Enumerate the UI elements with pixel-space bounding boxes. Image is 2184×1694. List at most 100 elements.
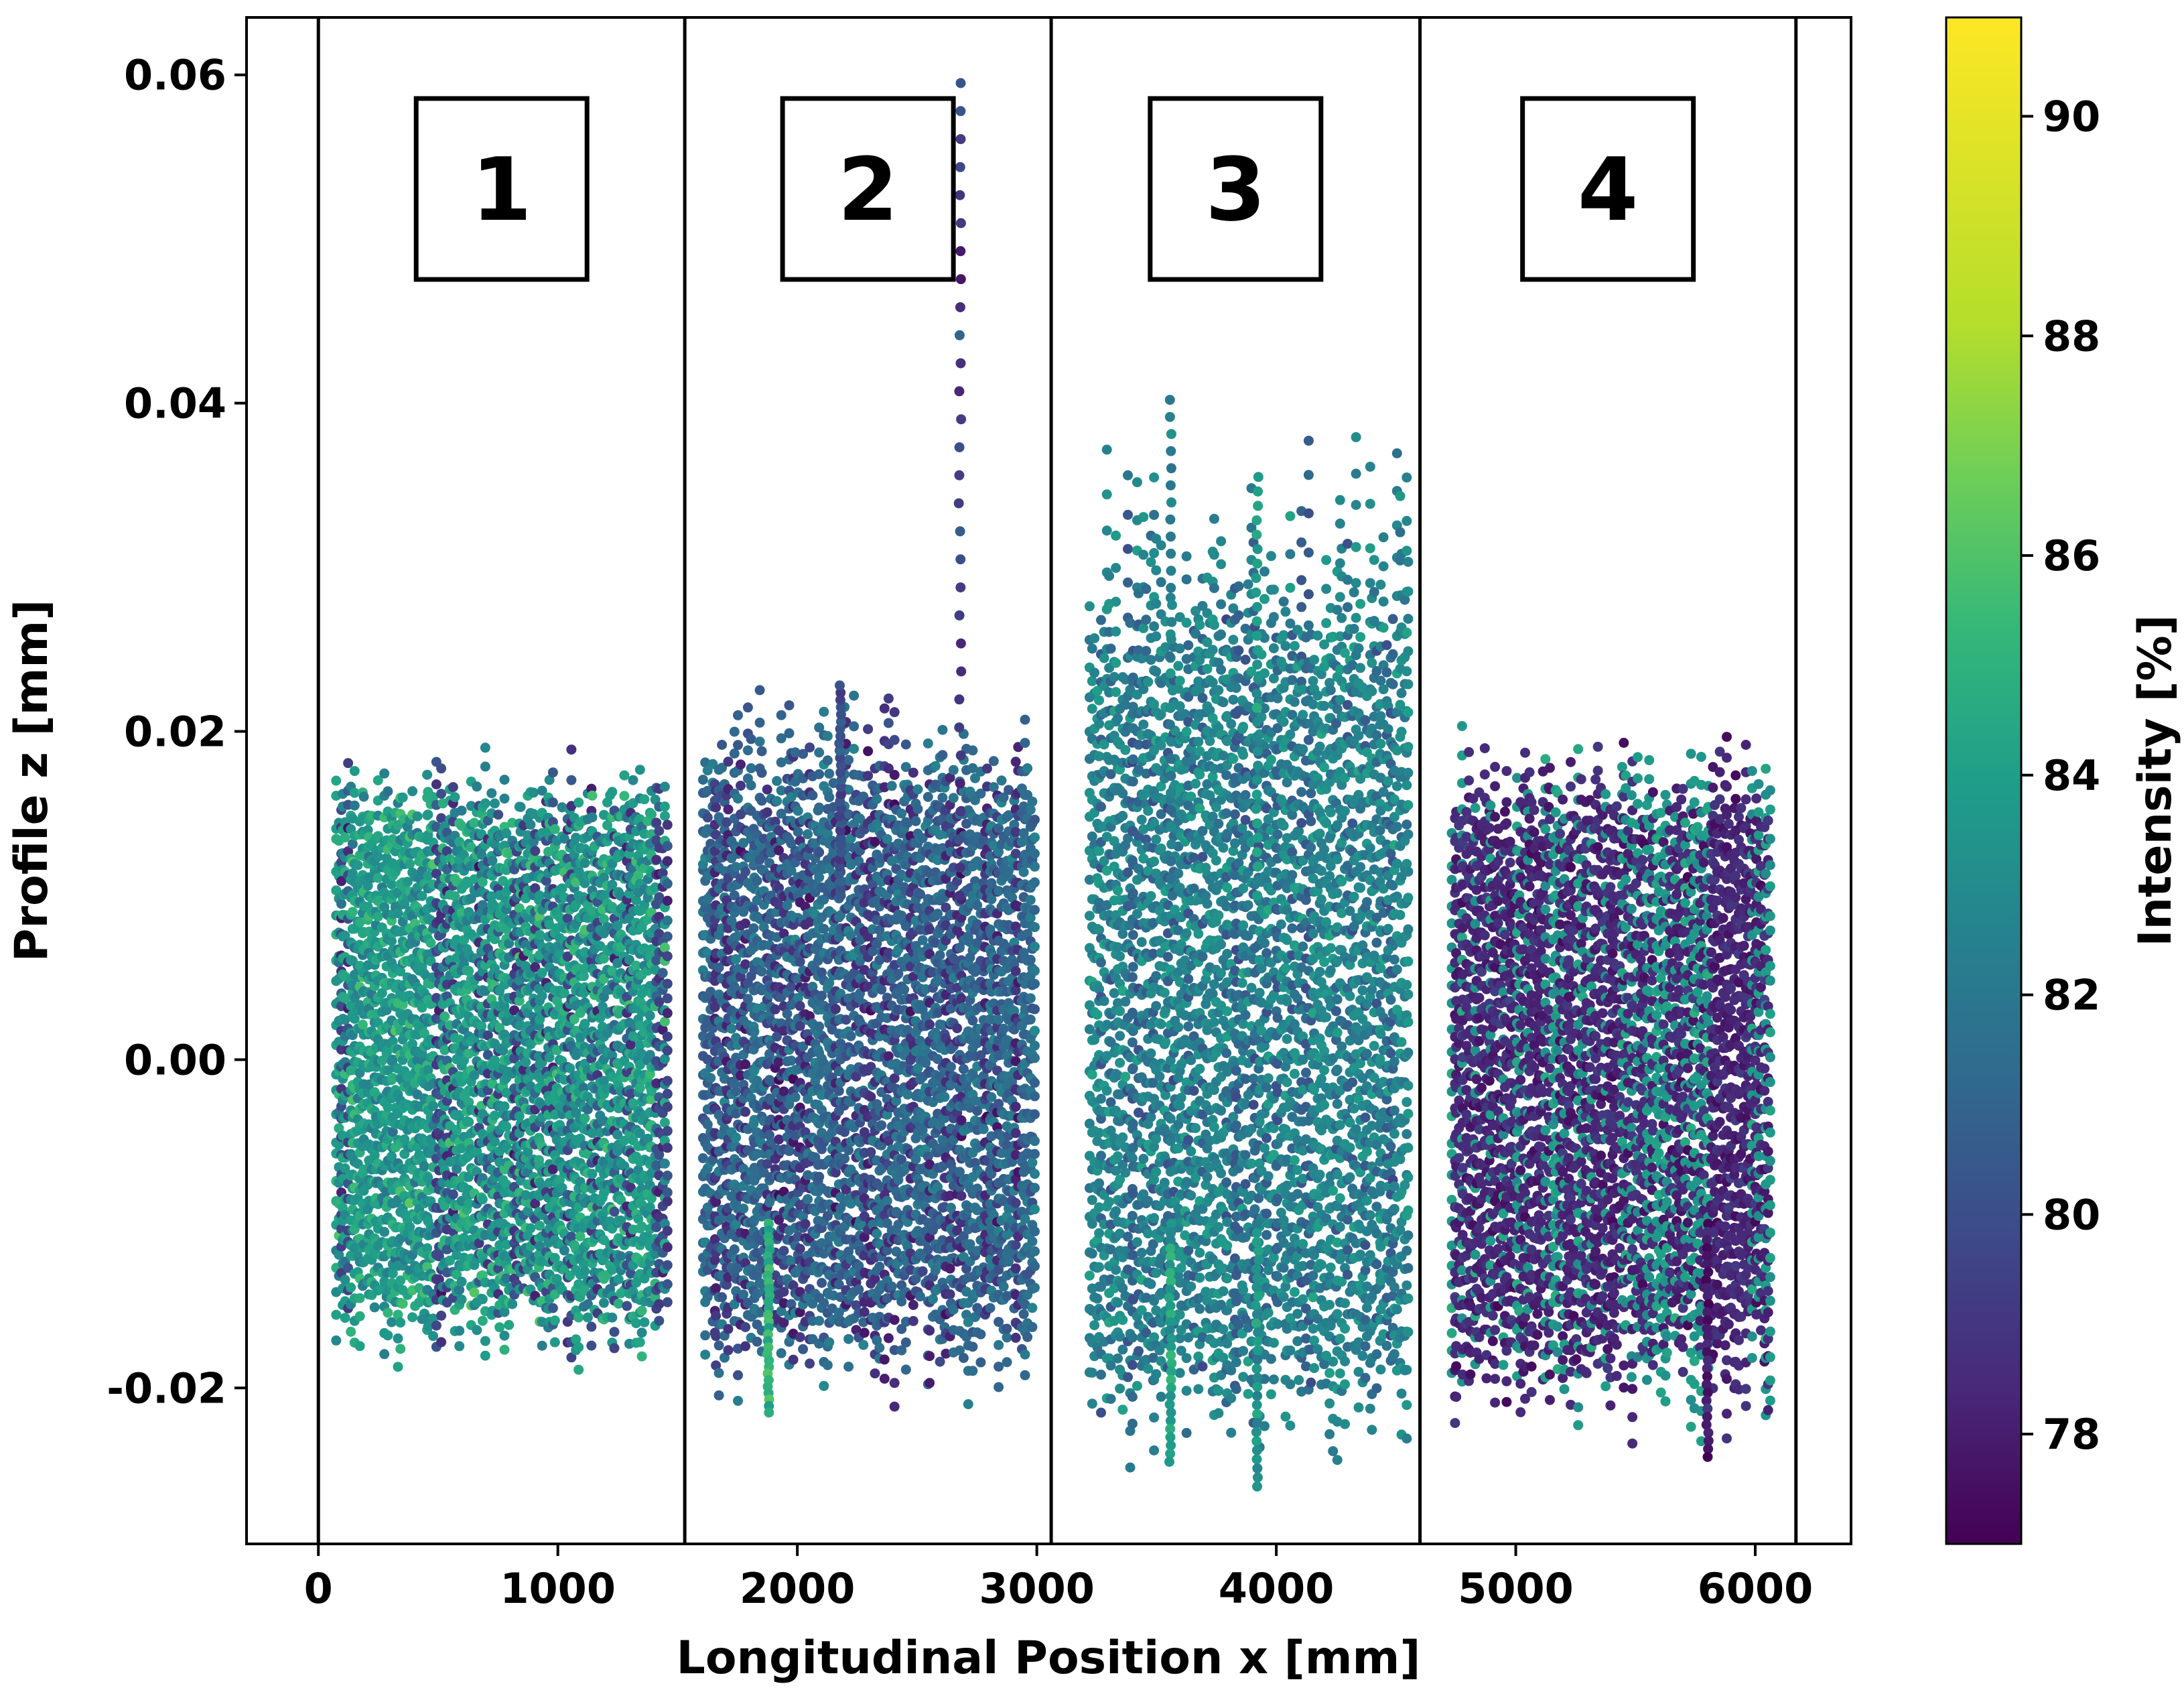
scatter-point xyxy=(436,1311,446,1321)
scatter-point xyxy=(819,1381,829,1391)
scatter-point xyxy=(373,852,383,862)
scatter-point xyxy=(464,1117,474,1127)
scatter-point xyxy=(743,745,753,755)
scatter-point xyxy=(331,1310,341,1320)
scatter-point xyxy=(454,1325,464,1335)
scatter-point xyxy=(535,891,545,901)
scatter-point xyxy=(350,801,360,811)
scatter-point xyxy=(413,811,423,822)
scatter-point xyxy=(654,1316,664,1326)
scatter-point xyxy=(717,740,727,750)
scatter-point xyxy=(819,924,829,934)
scatter-point xyxy=(348,907,358,917)
scatter-point xyxy=(663,856,673,866)
scatter-point xyxy=(407,786,417,796)
scatter-point xyxy=(340,1313,350,1323)
scatter-point xyxy=(526,1223,536,1233)
scatter-point xyxy=(762,807,772,818)
scatter-point xyxy=(407,1312,417,1322)
scatter-point xyxy=(500,1102,510,1112)
scatter-point xyxy=(757,966,767,976)
scatter-point xyxy=(490,799,500,809)
scatter-point xyxy=(457,805,467,816)
scatter-point xyxy=(619,791,629,801)
scatter-point xyxy=(770,1004,780,1015)
scatter-point xyxy=(663,841,673,851)
scatter-point xyxy=(660,811,670,821)
scatter-point xyxy=(663,993,673,1003)
scatter-point xyxy=(724,1324,734,1334)
scatter-point xyxy=(791,1092,801,1102)
scatter-point xyxy=(500,775,510,785)
scatter-point xyxy=(393,1362,403,1372)
scatter-point xyxy=(573,797,584,807)
scatter-point xyxy=(398,1299,408,1309)
scatter-point xyxy=(663,952,673,962)
scatter-point xyxy=(419,1161,429,1171)
scatter-point xyxy=(663,915,673,925)
scatter-point xyxy=(801,1219,811,1229)
scatter-point xyxy=(663,820,673,830)
scatter-point xyxy=(490,1136,500,1147)
scatter-point xyxy=(660,1159,670,1169)
scatter-point xyxy=(795,1001,805,1011)
scatter-point xyxy=(383,1330,393,1340)
scatter-point xyxy=(472,1325,482,1335)
scatter-point xyxy=(700,1350,710,1360)
scatter-point xyxy=(807,790,817,800)
scatter-point xyxy=(740,1342,750,1352)
scatter-point xyxy=(784,728,795,738)
scatter-point xyxy=(448,782,458,792)
scatter-point xyxy=(450,891,460,901)
scatter-point xyxy=(819,707,829,717)
scatter-point xyxy=(521,1057,531,1067)
scatter-point xyxy=(588,812,598,822)
scatter-point xyxy=(537,1341,547,1351)
scatter-point xyxy=(733,1370,743,1380)
scatter-point xyxy=(346,1327,356,1337)
scatter-point xyxy=(619,771,629,781)
scatter-point xyxy=(346,1283,356,1293)
scatter-point xyxy=(700,1330,710,1340)
scatter-point xyxy=(793,827,803,837)
scatter-point xyxy=(663,1126,673,1136)
scatter-point xyxy=(610,1327,620,1337)
segment-1-points xyxy=(331,742,673,1374)
scatter-point xyxy=(393,1333,403,1344)
scatter-point xyxy=(795,957,805,967)
scatter-point xyxy=(711,1331,721,1341)
scatter-point xyxy=(480,1351,490,1361)
scatter-point xyxy=(436,1337,446,1347)
scatter-point xyxy=(730,727,740,737)
scatter-point xyxy=(426,938,436,948)
scatter-point xyxy=(529,787,539,797)
scatter-point xyxy=(550,1338,560,1348)
scatter-point xyxy=(805,742,815,753)
scatter-point xyxy=(703,812,713,822)
scatter-point xyxy=(535,930,545,940)
scatter-point xyxy=(610,1343,620,1353)
scatter-point xyxy=(639,1317,649,1327)
scatter-point xyxy=(814,1316,824,1326)
scatter-point xyxy=(724,804,734,814)
scatter-point xyxy=(350,766,360,776)
scatter-point xyxy=(488,856,498,866)
scatter-point xyxy=(610,1207,620,1217)
scatter-point xyxy=(731,1132,741,1143)
segment-2-points xyxy=(698,685,1040,1411)
scatter-point xyxy=(383,1308,393,1318)
scatter-point xyxy=(746,763,756,773)
scatter-point xyxy=(635,765,645,775)
scatter-point xyxy=(350,1014,360,1024)
scatter-point xyxy=(740,1107,750,1117)
scatter-point xyxy=(436,789,446,799)
scatter-point xyxy=(478,1294,488,1304)
scatter-point xyxy=(750,1027,760,1037)
scatter-point xyxy=(500,793,510,803)
scatter-point xyxy=(736,759,746,769)
scatter-point xyxy=(733,710,743,720)
scatter-point xyxy=(795,1332,805,1342)
scatter-point xyxy=(724,757,734,767)
scatter-point xyxy=(480,742,490,753)
